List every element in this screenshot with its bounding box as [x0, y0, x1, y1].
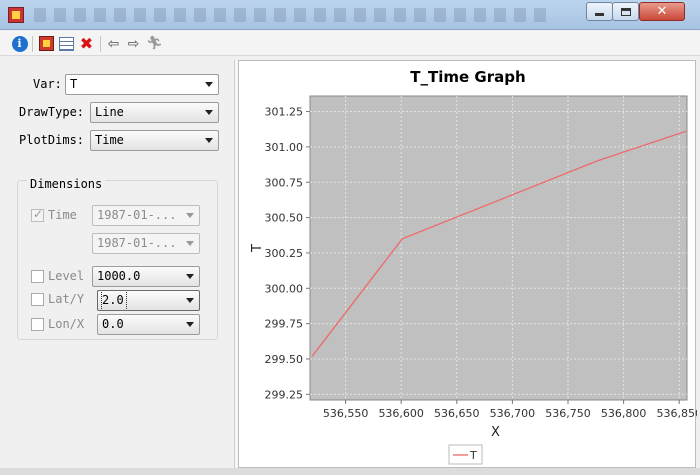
var-value: T — [70, 77, 78, 91]
chart-title: T_Time Graph — [410, 68, 525, 86]
drawtype-value: Line — [95, 105, 124, 119]
time-end-select[interactable]: 1987-01-... — [92, 233, 200, 254]
time-end-value: 1987-01-... — [97, 236, 177, 250]
level-value: 1000.0 — [97, 269, 141, 283]
lon-value: 0.0 — [102, 317, 124, 331]
lat-select[interactable]: 2.0 — [97, 290, 200, 311]
time-series-chart: T_Time Graph 536,550 536,600 536,650 536,700… — [250, 68, 697, 465]
run-button[interactable]: 🏃︎ — [146, 35, 163, 52]
lon-checkbox[interactable] — [31, 318, 44, 331]
lat-label: Lat/Y — [48, 292, 85, 306]
maximize-icon — [620, 7, 631, 16]
variable-panel: Var: T DrawType: Line PlotDims: Time — [7, 60, 233, 465]
dimensions-group-title: Dimensions — [27, 177, 106, 191]
drawtype-select[interactable]: Line — [90, 102, 219, 123]
plotdims-select[interactable]: Time — [90, 130, 219, 151]
x-tick-label: 536,750 — [545, 407, 591, 420]
plotdims-label: PlotDims: — [19, 133, 85, 147]
legend-label: T — [469, 449, 477, 462]
chevron-down-icon — [186, 213, 194, 218]
chevron-down-icon — [186, 241, 194, 246]
dimensions-group — [17, 180, 218, 340]
lon-select[interactable]: 0.0 — [97, 314, 200, 335]
delete-button[interactable]: ✖ — [78, 35, 95, 52]
y-tick-label: 299.75 — [265, 318, 304, 331]
var-select[interactable]: T — [65, 74, 219, 95]
chevron-down-icon — [205, 138, 213, 143]
x-axis-label: X — [491, 425, 500, 440]
plot-icon — [39, 36, 54, 51]
forward-arrow-icon: ⇨ — [127, 35, 140, 52]
x-tick-label: 536,800 — [601, 407, 647, 420]
x-tick-label: 536,550 — [323, 407, 369, 420]
var-label: Var: — [33, 77, 62, 91]
delete-icon: ✖ — [79, 33, 94, 53]
plotdims-value: Time — [95, 133, 124, 147]
y-tick-label: 300.75 — [265, 176, 304, 189]
toolbar: i ✖ ⇦ ⇨ 🏃︎ — [0, 31, 700, 56]
lat-value: 2.0 — [101, 291, 127, 310]
level-select[interactable]: 1000.0 — [92, 266, 200, 287]
back-arrow-icon: ⇦ — [107, 35, 120, 52]
table-icon — [59, 36, 74, 51]
close-icon: ✕ — [656, 4, 668, 19]
chart-panel: T_Time Graph 536,550 536,600 536,650 536,700… — [238, 60, 697, 468]
chevron-down-icon — [205, 110, 213, 115]
info-icon: i — [11, 35, 28, 52]
time-checkbox[interactable] — [31, 207, 44, 222]
y-tick-label: 299.25 — [265, 388, 304, 401]
time-start-value: 1987-01-... — [97, 208, 177, 222]
level-label: Level — [48, 269, 85, 283]
run-icon: 🏃︎ — [146, 36, 163, 51]
y-tick-label: 299.50 — [265, 353, 304, 366]
maximize-button[interactable] — [612, 2, 639, 21]
toolbar-separator — [32, 36, 33, 52]
y-tick-label: 300.25 — [265, 247, 304, 260]
app-icon — [8, 7, 24, 23]
back-button[interactable]: ⇦ — [105, 35, 122, 52]
series-line-T — [311, 130, 687, 357]
y-tick-label: 300.50 — [265, 212, 304, 225]
window-title-bar: ✕ — [0, 0, 700, 30]
time-label: Time — [48, 208, 77, 222]
y-axis-label: T — [250, 244, 265, 253]
x-tick-label: 536,650 — [434, 407, 480, 420]
drawtype-label: DrawType: — [19, 105, 85, 119]
chevron-down-icon — [186, 322, 194, 327]
background-window-edge — [0, 468, 700, 475]
close-button[interactable]: ✕ — [639, 2, 685, 21]
info-button[interactable]: i — [11, 35, 28, 52]
x-tick-label: 536,600 — [378, 407, 424, 420]
y-tick-label: 301.00 — [265, 141, 304, 154]
chevron-down-icon — [186, 274, 194, 279]
chevron-down-icon — [205, 82, 213, 87]
plot-button[interactable] — [38, 35, 55, 52]
x-tick-label: 536,850 — [656, 407, 697, 420]
time-start-select[interactable]: 1987-01-... — [92, 205, 200, 226]
table-button[interactable] — [58, 35, 75, 52]
y-tick-label: 301.25 — [265, 106, 304, 119]
y-tick-label: 300.00 — [265, 282, 304, 295]
x-tick-label: 536,700 — [490, 407, 536, 420]
lat-checkbox[interactable] — [31, 293, 44, 306]
minimize-button[interactable] — [586, 2, 613, 21]
chevron-down-icon — [186, 298, 194, 303]
background-toolbar-ghost — [34, 8, 554, 22]
split-pane-divider[interactable] — [234, 60, 237, 470]
forward-button[interactable]: ⇨ — [125, 35, 142, 52]
level-checkbox[interactable] — [31, 270, 44, 283]
toolbar-separator — [100, 36, 101, 52]
minimize-icon — [595, 13, 604, 16]
plot-area — [309, 95, 688, 401]
lon-label: Lon/X — [48, 317, 85, 331]
